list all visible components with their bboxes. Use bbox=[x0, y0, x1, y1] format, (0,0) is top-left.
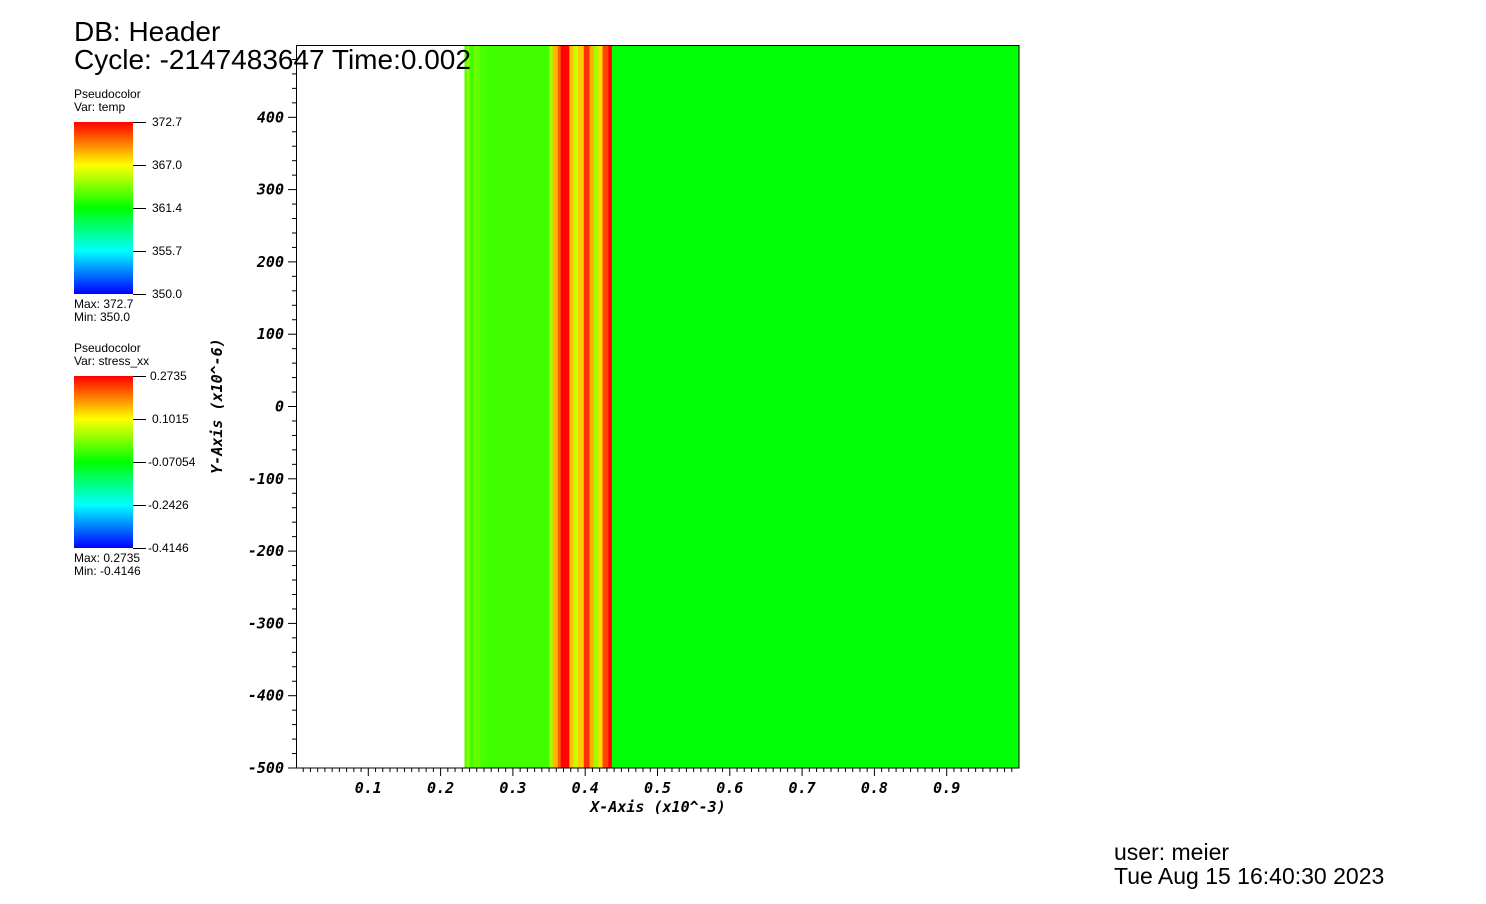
field-band bbox=[485, 45, 550, 768]
legend-stress-max: Max: 0.2735 bbox=[74, 551, 141, 565]
legend-temp-plot-type: Pseudocolor bbox=[74, 87, 141, 101]
y-tick-label: 100 bbox=[257, 325, 284, 343]
x-tick-label: 0.5 bbox=[644, 779, 671, 797]
y-axis-title: Y-Axis (x10^-6) bbox=[208, 338, 226, 473]
y-tick-label: -200 bbox=[248, 542, 284, 560]
y-tick-label: 0 bbox=[275, 398, 284, 416]
field-band bbox=[583, 45, 591, 768]
field-band bbox=[557, 45, 562, 768]
legend-stress-tick: -0.2426 bbox=[148, 498, 189, 512]
legend-temp-tick: 355.7 bbox=[152, 244, 183, 258]
field-band bbox=[611, 45, 1019, 768]
legend-temp-colorbar bbox=[74, 122, 133, 294]
field-band bbox=[589, 45, 595, 768]
legend-stress-tick: -0.4146 bbox=[148, 541, 189, 555]
field-band bbox=[602, 45, 609, 768]
legend-stress-tick: -0.07054 bbox=[148, 455, 196, 469]
field-band bbox=[577, 45, 585, 768]
y-tick-label: 200 bbox=[256, 253, 284, 271]
legend-stress-tick: 0.2735 bbox=[150, 369, 187, 383]
cycle-time-label: Cycle: -2147483647 Time:0.002 bbox=[74, 44, 471, 75]
legend-temp-tick: 350.0 bbox=[152, 287, 183, 301]
x-tick-label: 0.2 bbox=[427, 779, 454, 797]
x-tick-label: 0.6 bbox=[716, 779, 743, 797]
x-axis-title: X-Axis (x10^-3) bbox=[588, 798, 725, 816]
y-axis: -500 -400 -300 -200 -100 0 100 200 300 400 bbox=[248, 58, 296, 777]
legend-stress-var: Var: stress_xx bbox=[74, 354, 150, 368]
field-band bbox=[464, 45, 468, 768]
field-band bbox=[569, 45, 575, 768]
timestamp-label: Tue Aug 15 16:40:30 2023 bbox=[1114, 863, 1385, 889]
x-tick-label: 0.1 bbox=[355, 779, 382, 797]
legend-temp-tick: 372.7 bbox=[152, 115, 183, 129]
field-band bbox=[552, 45, 559, 768]
legend-temp-tick: 367.0 bbox=[152, 158, 183, 172]
legend-stress-min: Min: -0.4146 bbox=[74, 564, 141, 578]
x-tick-label: 0.7 bbox=[789, 779, 816, 797]
legend-stress-plot-type: Pseudocolor bbox=[74, 341, 141, 355]
field-band bbox=[466, 45, 471, 768]
field-band bbox=[573, 45, 579, 768]
field-band bbox=[593, 45, 599, 768]
x-tick-label: 0.3 bbox=[499, 779, 526, 797]
field-band bbox=[560, 45, 570, 768]
field-band bbox=[473, 45, 481, 768]
field-band bbox=[479, 45, 487, 768]
x-tick-label: 0.4 bbox=[572, 779, 599, 797]
y-tick-label: -500 bbox=[248, 759, 284, 777]
field-band bbox=[549, 45, 554, 768]
field-band bbox=[469, 45, 475, 768]
field-band bbox=[598, 45, 604, 768]
legend-temp-tick: 361.4 bbox=[152, 201, 183, 215]
legend-stress-tick: 0.1015 bbox=[152, 412, 189, 426]
legend-temp-max: Max: 372.7 bbox=[74, 297, 134, 311]
user-label: user: meier bbox=[1114, 839, 1230, 865]
y-tick-label: -400 bbox=[248, 687, 284, 705]
y-tick-label: -300 bbox=[248, 614, 284, 632]
y-tick-label: -100 bbox=[248, 470, 284, 488]
database-title: DB: Header bbox=[74, 16, 221, 47]
x-tick-label: 0.8 bbox=[861, 779, 888, 797]
y-tick-label: 300 bbox=[256, 181, 284, 199]
legend-stress-colorbar bbox=[74, 376, 133, 548]
y-tick-label: 400 bbox=[257, 108, 284, 126]
legend-temp-var: Var: temp bbox=[74, 100, 126, 114]
x-tick-label: 0.9 bbox=[933, 779, 960, 797]
x-axis: 0.1 0.2 0.3 0.4 0.5 0.6 0.7 0.8 0.9 bbox=[302, 768, 1013, 797]
field-band bbox=[608, 45, 613, 768]
legend-temp-min: Min: 350.0 bbox=[74, 310, 131, 324]
